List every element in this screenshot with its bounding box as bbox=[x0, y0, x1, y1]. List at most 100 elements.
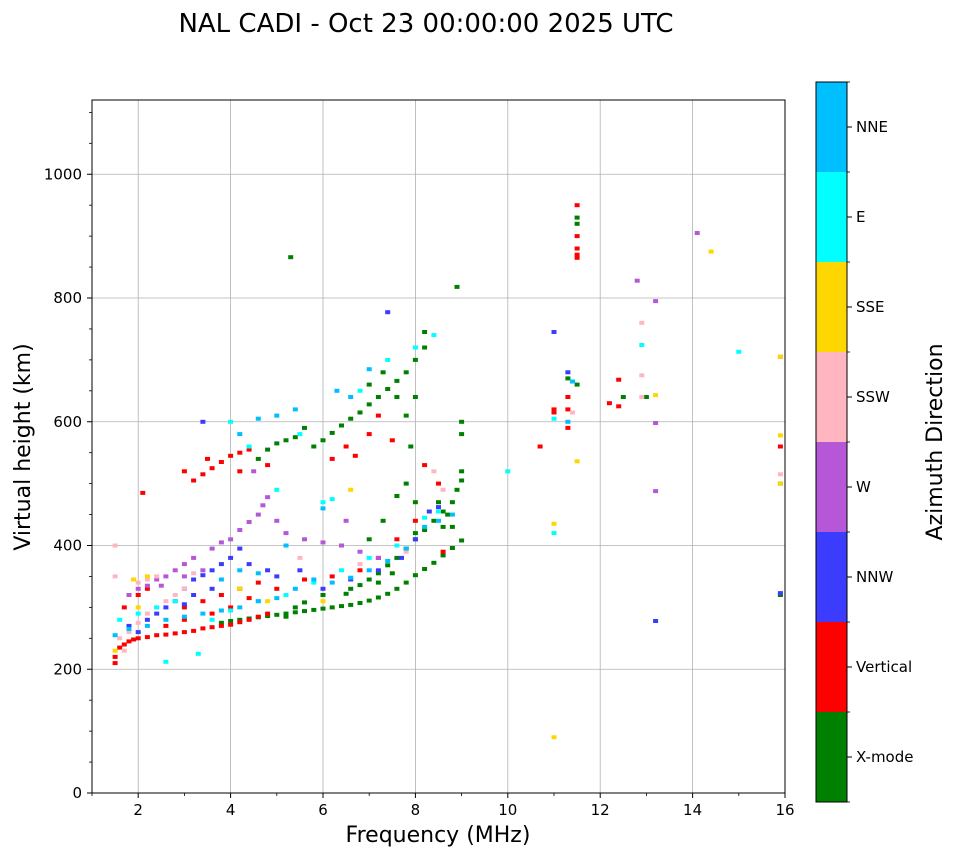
data-point-x-mode bbox=[394, 586, 400, 591]
y-tick-label: 800 bbox=[53, 289, 82, 307]
data-point-e bbox=[228, 419, 234, 424]
data-point-x-mode bbox=[348, 586, 354, 591]
data-point-x-mode bbox=[292, 610, 298, 615]
data-point-x-mode bbox=[440, 553, 446, 558]
data-point-sse bbox=[265, 599, 271, 604]
data-point-vertical bbox=[246, 596, 252, 601]
data-point-w bbox=[260, 503, 266, 508]
data-point-nne bbox=[436, 518, 441, 523]
data-point-x-mode bbox=[255, 456, 261, 461]
x-tick-label: 12 bbox=[591, 801, 610, 819]
data-point-sse bbox=[777, 354, 783, 359]
data-point-x-mode bbox=[394, 395, 400, 399]
data-point-sse bbox=[574, 459, 580, 464]
colorbar-segment-vertical bbox=[816, 622, 847, 712]
data-point-sse bbox=[348, 487, 354, 492]
data-point-x-mode bbox=[449, 500, 455, 505]
data-point-nne bbox=[200, 611, 206, 616]
data-point-ssw bbox=[639, 320, 645, 325]
data-point-vertical bbox=[389, 438, 395, 443]
data-point-x-mode bbox=[302, 609, 307, 614]
data-point-vertical bbox=[329, 574, 335, 579]
data-point-vertical bbox=[265, 611, 271, 616]
data-point-e bbox=[422, 515, 428, 520]
colorbar-tick-label: NNW bbox=[856, 568, 893, 586]
data-point-x-mode bbox=[348, 602, 354, 607]
data-point-sse bbox=[653, 393, 659, 398]
data-point-e bbox=[163, 659, 169, 664]
data-point-e bbox=[357, 388, 363, 393]
data-point-vertical bbox=[218, 460, 224, 464]
data-point-e bbox=[329, 497, 335, 502]
data-point-e bbox=[551, 531, 557, 536]
data-point-x-mode bbox=[403, 370, 409, 375]
colorbar-segment-nnw bbox=[816, 532, 847, 622]
data-point-nne bbox=[218, 577, 224, 582]
y-tick-label: 1000 bbox=[44, 165, 82, 183]
data-point-vertical bbox=[121, 605, 127, 610]
data-point-e bbox=[394, 543, 400, 548]
data-point-w bbox=[653, 421, 659, 425]
data-point-x-mode bbox=[265, 447, 271, 452]
data-point-vertical bbox=[246, 447, 252, 452]
data-point-x-mode bbox=[394, 378, 400, 383]
data-point-vertical bbox=[565, 395, 571, 399]
data-point-w bbox=[653, 299, 659, 304]
data-point-nne bbox=[292, 586, 298, 591]
data-point-w bbox=[218, 540, 224, 545]
data-point-sse bbox=[708, 249, 714, 254]
plot-frame bbox=[91, 99, 786, 794]
data-point-x-mode bbox=[620, 395, 626, 399]
data-point-nne bbox=[570, 379, 575, 384]
data-point-x-mode bbox=[445, 512, 451, 517]
data-point-e bbox=[297, 432, 303, 437]
data-point-vertical bbox=[574, 246, 580, 251]
data-point-x-mode bbox=[440, 509, 446, 514]
colorbar-tick-label: W bbox=[856, 478, 871, 496]
data-point-vertical bbox=[574, 252, 580, 257]
data-point-x-mode bbox=[366, 577, 372, 582]
data-point-x-mode bbox=[436, 500, 441, 505]
data-point-nne bbox=[181, 614, 187, 619]
data-point-vertical bbox=[343, 444, 349, 449]
data-point-vertical bbox=[302, 577, 307, 582]
data-point-nnw bbox=[551, 330, 557, 334]
data-point-w bbox=[634, 278, 640, 283]
data-point-x-mode bbox=[357, 410, 363, 415]
y-tick-label: 400 bbox=[53, 537, 82, 555]
data-point-nne bbox=[255, 416, 261, 421]
data-point-ssw bbox=[144, 611, 150, 616]
data-point-nnw bbox=[209, 586, 215, 591]
data-point-e bbox=[436, 509, 441, 514]
data-point-e bbox=[736, 349, 742, 354]
data-point-vertical bbox=[574, 255, 580, 260]
data-point-nnw bbox=[320, 586, 326, 591]
colorbar: X-mode Vertical NNW W SSW SSE E NNE bbox=[815, 81, 913, 803]
data-point-x-mode bbox=[228, 619, 234, 623]
data-point-w bbox=[265, 495, 271, 500]
data-point-x-mode bbox=[274, 441, 280, 446]
colorbar-tick-label: SSE bbox=[856, 298, 885, 316]
data-point-nne bbox=[144, 623, 150, 628]
data-point-nne bbox=[348, 395, 354, 399]
data-point-w bbox=[237, 528, 243, 532]
data-point-nnw bbox=[200, 573, 206, 578]
data-point-nne bbox=[126, 627, 132, 631]
data-point-nne bbox=[163, 617, 169, 622]
data-point-x-mode bbox=[385, 387, 391, 391]
data-point-x-mode bbox=[283, 611, 289, 616]
data-point-x-mode bbox=[380, 370, 386, 375]
data-point-e bbox=[551, 416, 557, 421]
data-point-sse bbox=[551, 521, 557, 526]
data-point-sse bbox=[777, 481, 783, 486]
data-point-vertical bbox=[616, 377, 622, 382]
data-point-x-mode bbox=[311, 607, 317, 612]
colorbar-segment-e bbox=[816, 172, 847, 262]
colorbar-tick-label: SSW bbox=[856, 388, 890, 406]
data-point-vertical bbox=[565, 425, 571, 430]
data-point-vertical bbox=[191, 628, 197, 633]
data-point-sse bbox=[777, 433, 783, 438]
data-point-vertical bbox=[366, 432, 372, 437]
data-point-e bbox=[228, 608, 234, 613]
data-point-nne bbox=[348, 575, 354, 580]
